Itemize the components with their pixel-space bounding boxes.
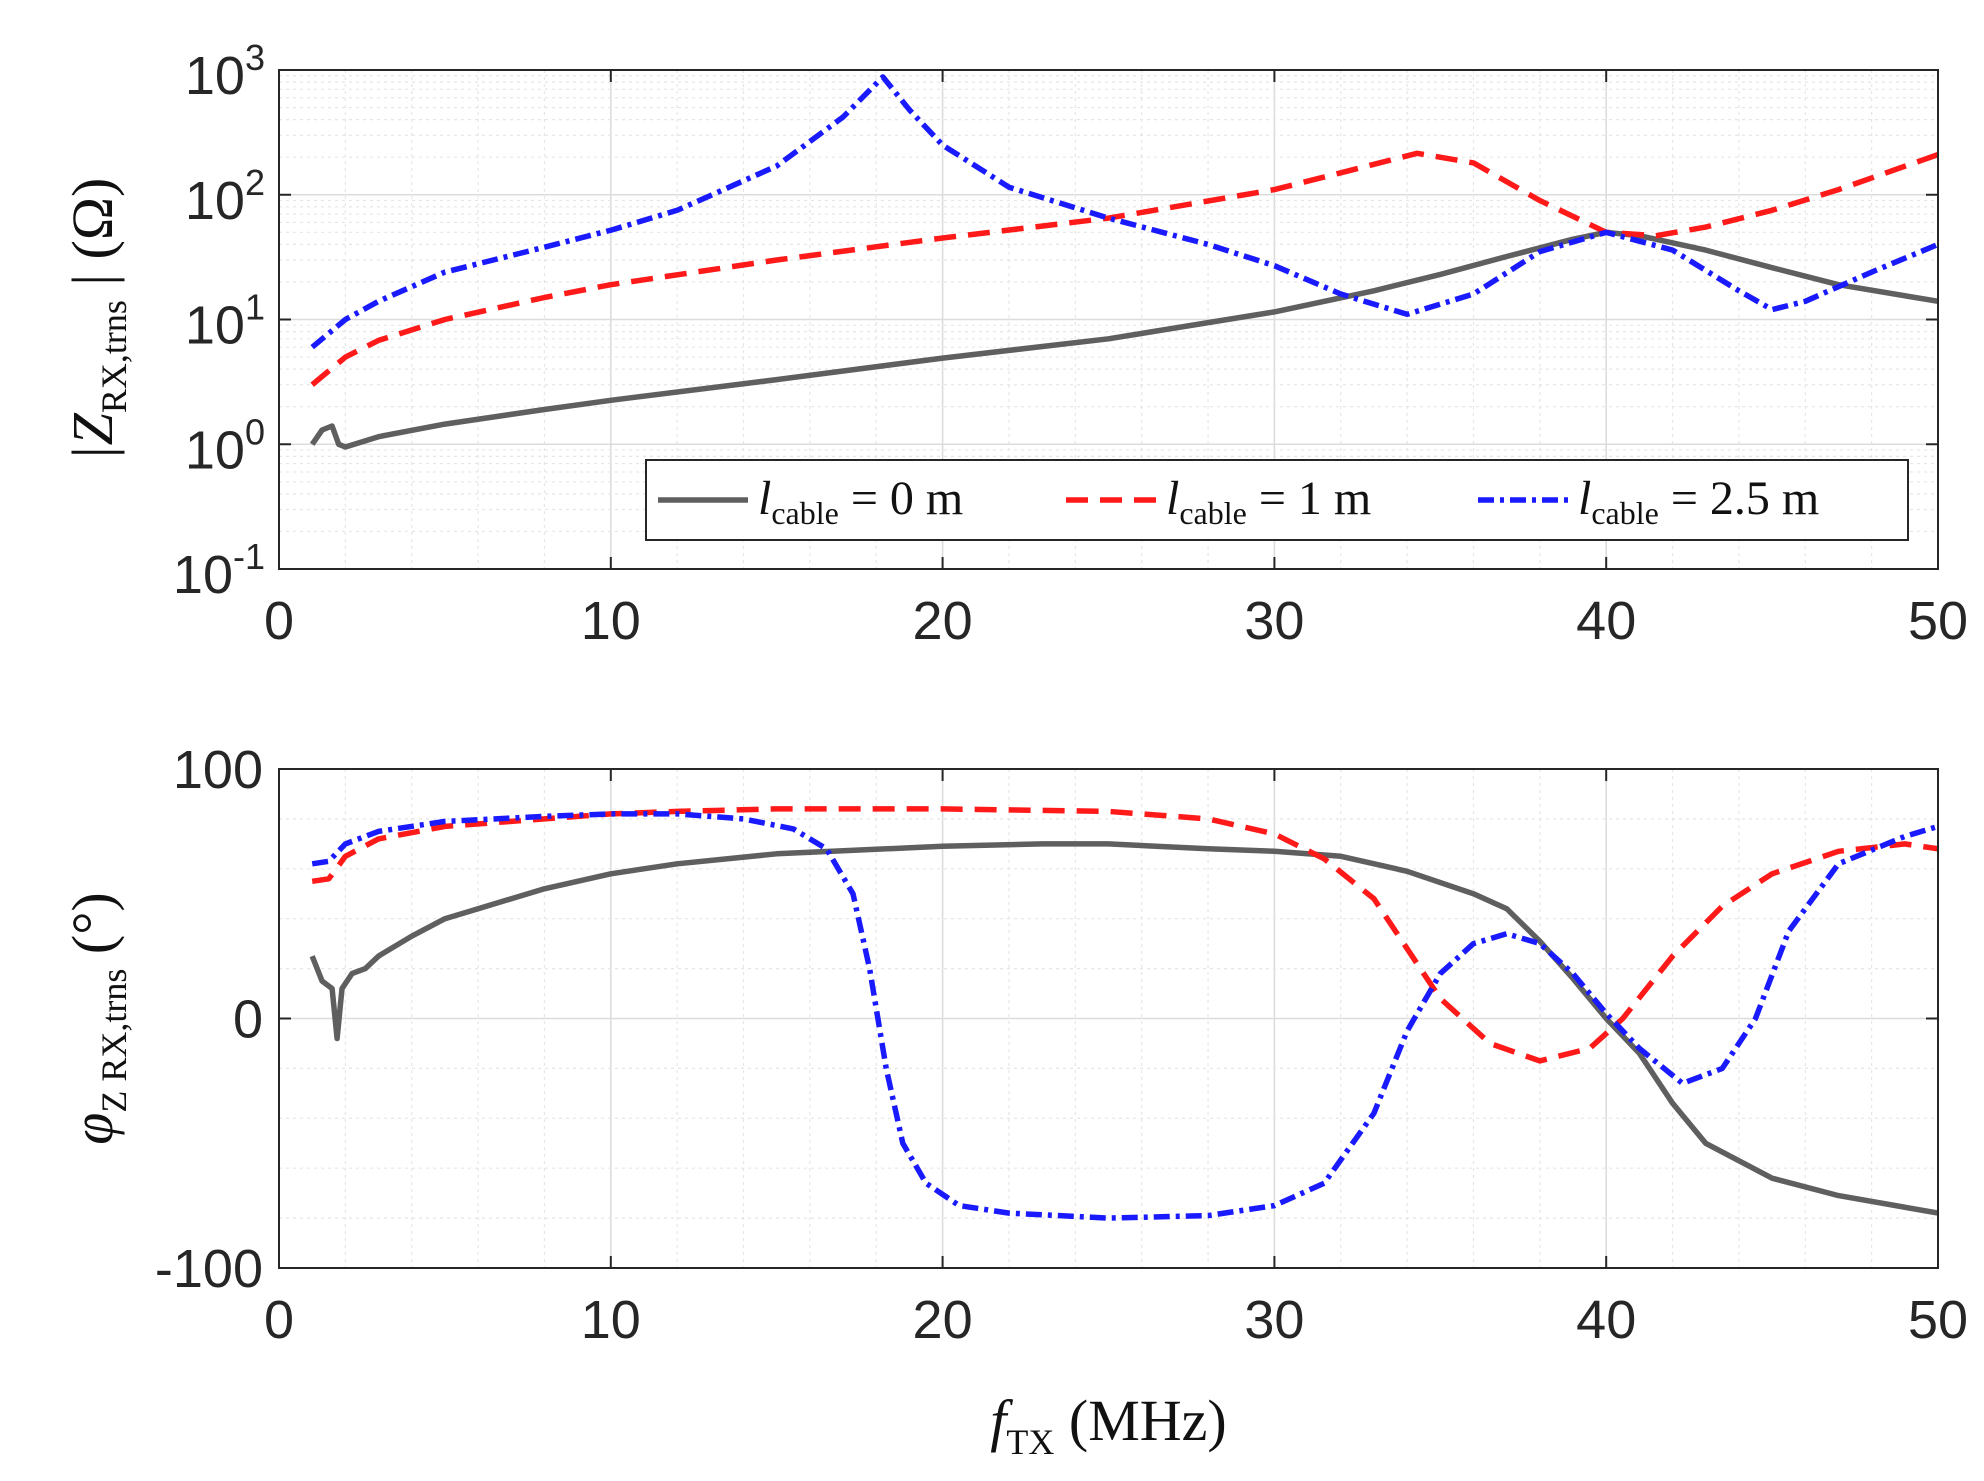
series-line-2 (311, 806, 1938, 1064)
y-tick-label: 102 (185, 162, 265, 231)
legend: lcable = 0 m lcable = 1 m lcable = 2.5 m (645, 459, 1909, 541)
x-tick-label: 0 (264, 1290, 294, 1350)
y-tick-label: 100 (173, 740, 263, 800)
y-tick-label: 10-1 (173, 536, 265, 605)
y-tick-label: 100 (185, 411, 265, 480)
legend-box (645, 459, 1909, 541)
x-tick-label: 40 (1576, 591, 1636, 651)
y-tick-label: 101 (185, 287, 265, 356)
legend-label-3: lcable = 2.5 m (1578, 472, 1819, 531)
series-line-1 (309, 229, 1938, 450)
y-axis-label: φZ RX,trns (°) (60, 892, 134, 1144)
series-group (309, 74, 1938, 450)
y-tick-label: 103 (185, 37, 265, 106)
x-tick-label: 40 (1576, 1290, 1636, 1350)
x-tick-label: 10 (581, 591, 641, 651)
x-tick-label: 10 (581, 1290, 641, 1350)
panel-1: 0 10 20 30 40 50 10-1 100 101 102 103 |ZRX,trns | (… (60, 37, 1968, 651)
legend-label-1: lcable = 0 m (758, 472, 963, 531)
series-line-1 (309, 841, 1938, 1216)
legend-label-2: lcable = 1 m (1166, 472, 1371, 531)
x-tick-label: 50 (1908, 591, 1968, 651)
x-tick-label: 0 (264, 591, 294, 651)
y-tick-label: 0 (233, 990, 263, 1050)
x-tick-label: 30 (1244, 591, 1304, 651)
x-axis-label: fTX (MHz) (990, 1388, 1226, 1462)
x-tick-label: 20 (913, 1290, 973, 1350)
series-group (309, 806, 1938, 1221)
series-line-3 (310, 74, 1938, 350)
x-tick-label: 20 (913, 591, 973, 651)
series-line-2 (310, 150, 1938, 387)
y-axis-label: |ZRX,trns | (Ω) (60, 178, 134, 462)
y-tick-label: -100 (155, 1239, 263, 1299)
x-tick-label: 50 (1908, 1290, 1968, 1350)
x-tick-label: 30 (1244, 1290, 1304, 1350)
series-line-3 (311, 811, 1938, 1221)
